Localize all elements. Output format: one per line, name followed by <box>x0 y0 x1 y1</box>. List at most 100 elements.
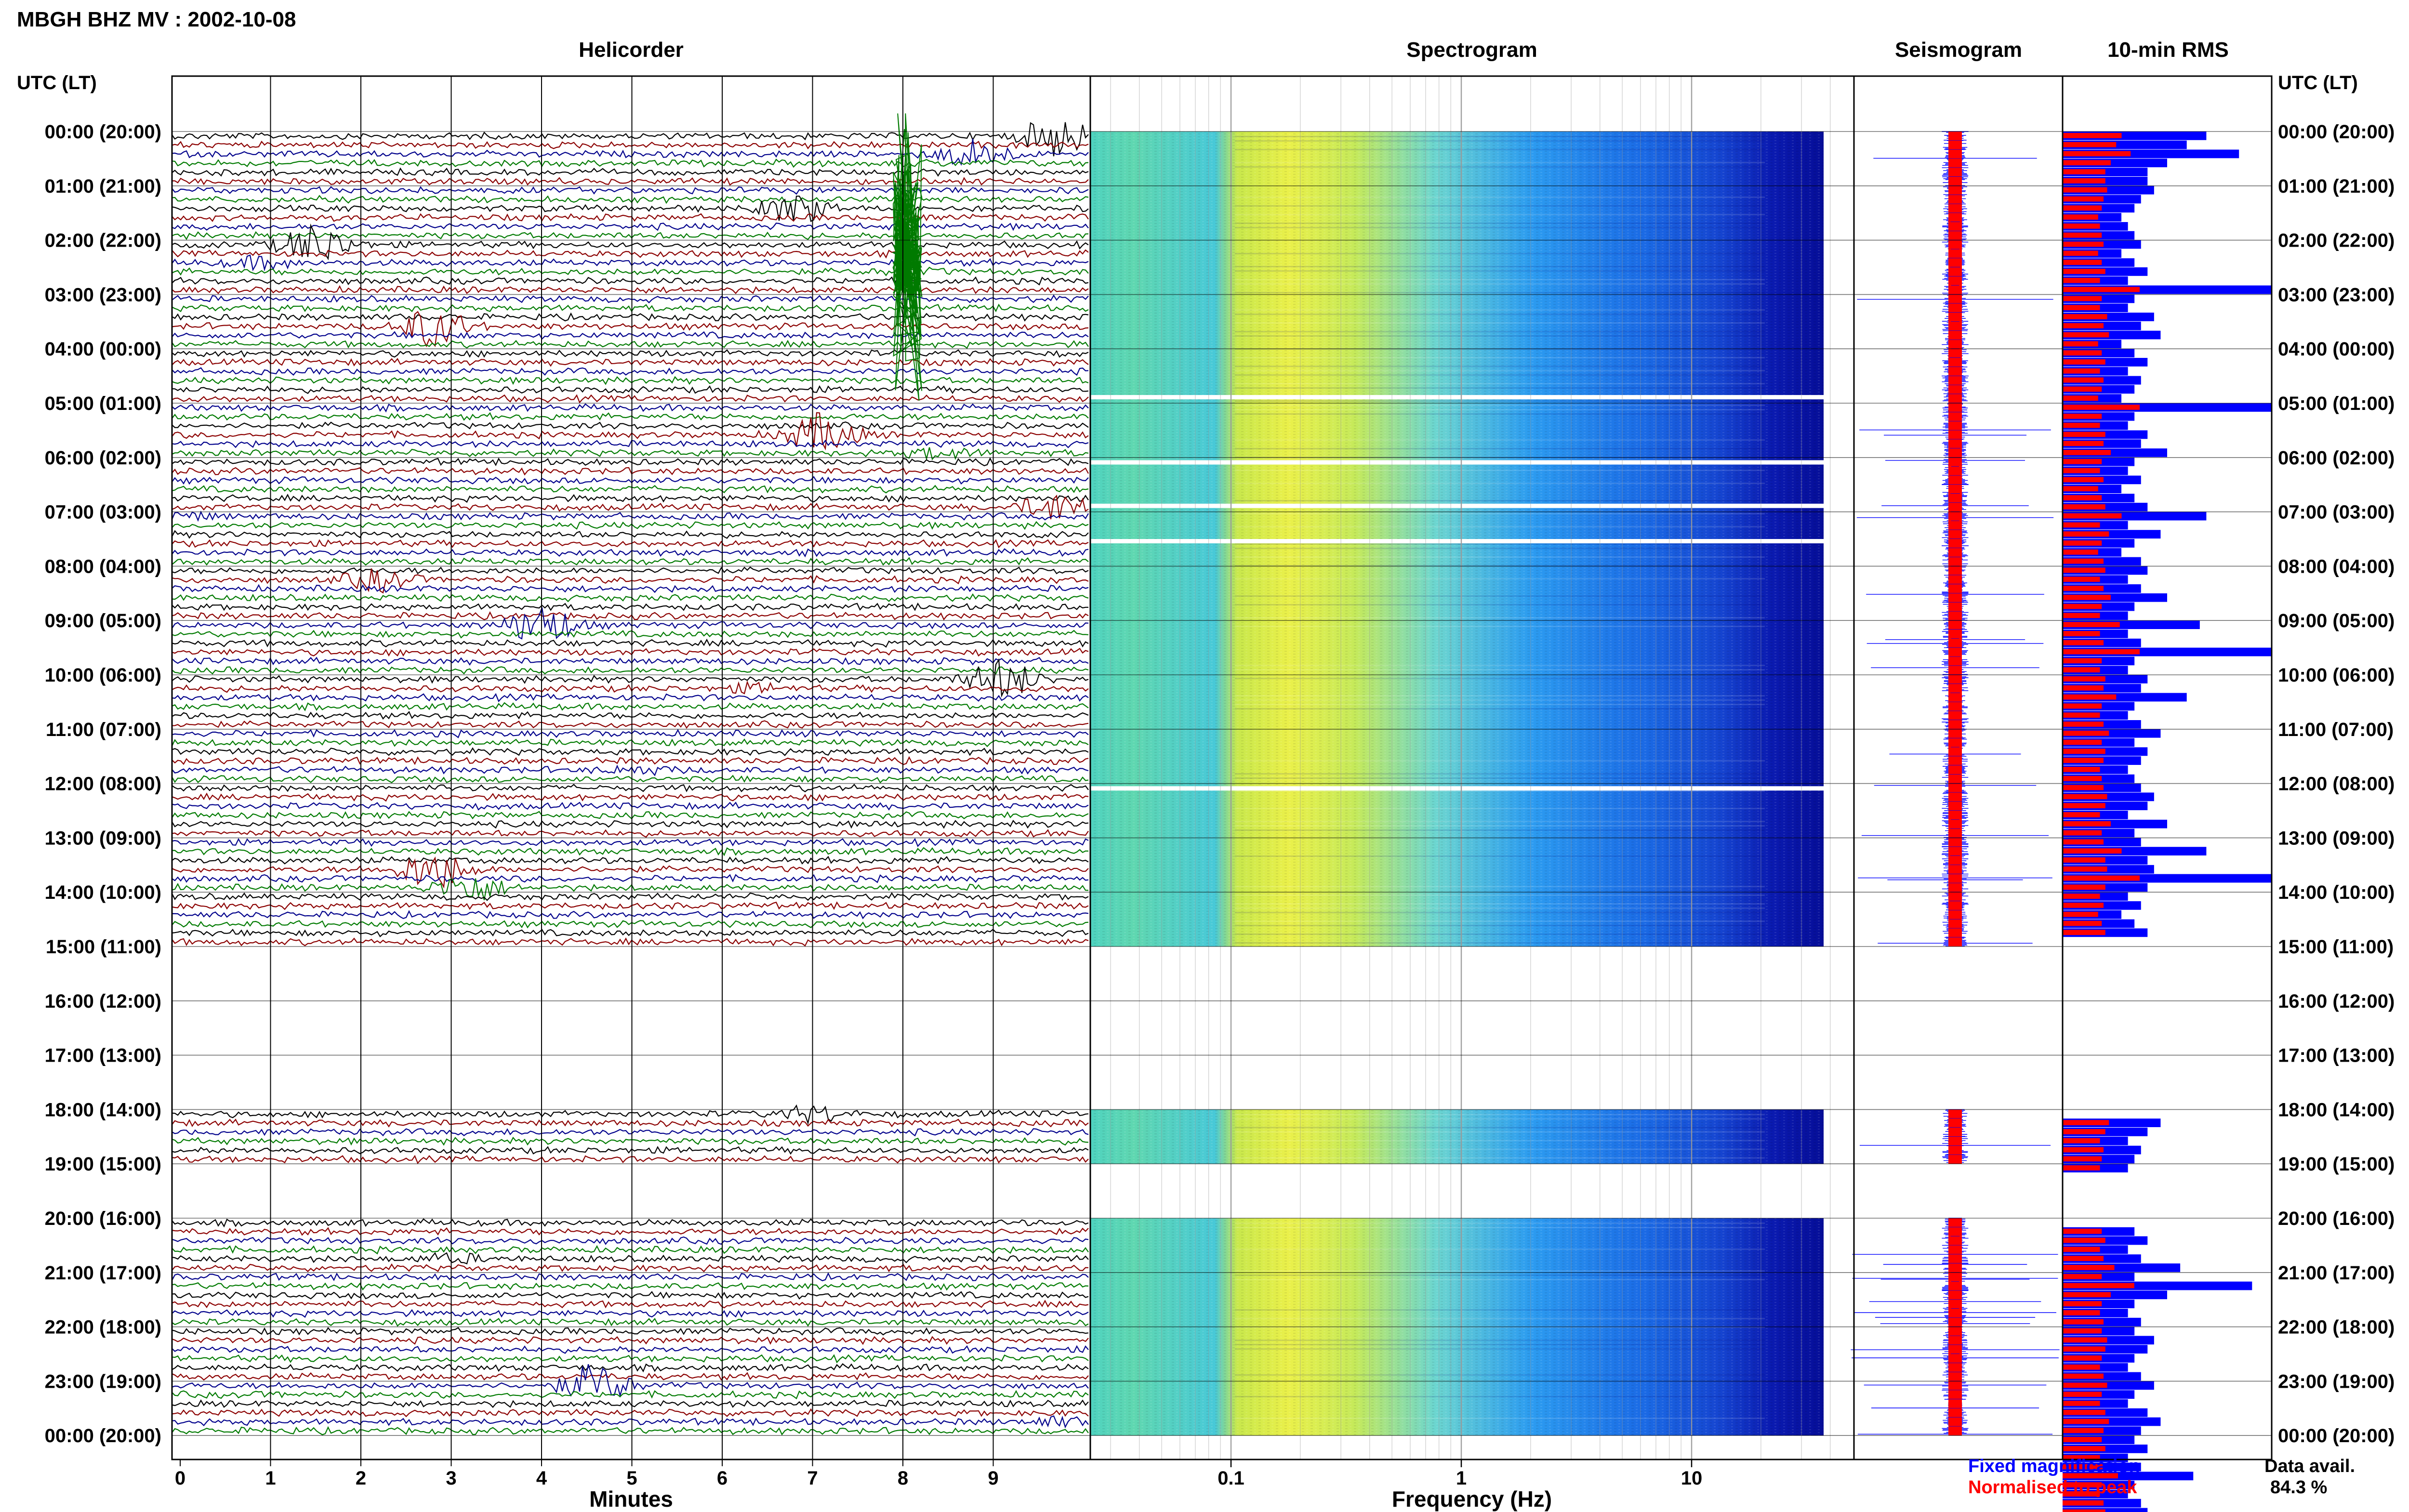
rms-bar-normalised <box>2063 187 2107 193</box>
helicorder-trace <box>171 122 1089 157</box>
spectrogram-gap <box>1090 786 1824 791</box>
spectrogram-streak <box>1235 1327 1765 1328</box>
seismogram-trace-normalised <box>1948 1128 1962 1137</box>
spectrogram-streak <box>1235 253 1765 254</box>
spectrogram-streak <box>1235 270 1765 272</box>
right-time-label: 02:00 (22:00) <box>2278 230 2395 251</box>
helicorder-trace <box>171 783 1089 792</box>
spectrogram-streak <box>1235 907 1765 909</box>
left-time-labels: 00:00 (20:00) 01:00 (21:00) 02:00 (22:00) 0… <box>45 121 161 1446</box>
rms-bar-normalised <box>2063 803 2105 808</box>
rms-bar-normalised <box>2063 332 2109 338</box>
spectrogram-gap <box>1090 395 1824 400</box>
rms-bar-normalised <box>2063 903 2104 908</box>
seismogram-trace-normalised <box>1948 865 1962 874</box>
seismogram-trace-normalised <box>1948 1227 1962 1236</box>
helicorder-trace <box>171 775 1089 784</box>
seismogram-trace-normalised <box>1948 1317 1962 1327</box>
spectrogram-streak <box>1235 548 1765 549</box>
spectrogram-streak <box>1235 409 1765 410</box>
spectrogram-streak <box>1235 556 1765 558</box>
seismogram-trace-normalised <box>1948 657 1962 666</box>
seismogram-title: Seismogram <box>1895 38 2022 62</box>
seismogram-trace-normalised <box>1948 303 1962 313</box>
rms-bar-normalised <box>2063 812 2100 817</box>
rms-bar-normalised <box>2063 232 2102 238</box>
spectrogram-streak <box>1235 214 1765 215</box>
helicorder-trace <box>171 231 1089 240</box>
rms-bar-normalised <box>2063 739 2102 745</box>
helicorder-tick-label: 3 <box>446 1468 456 1489</box>
helicorder-trace <box>171 1415 1089 1429</box>
seismogram-trace-normalised <box>1948 548 1962 557</box>
rms-bar-normalised <box>2063 1138 2100 1144</box>
helicorder-trace <box>171 630 1089 639</box>
seismogram-trace-normalised <box>1948 430 1962 440</box>
left-time-label: 09:00 (05:00) <box>45 610 161 631</box>
helicorder-trace <box>171 521 1089 530</box>
spectrogram-streak <box>1235 1127 1765 1129</box>
helicorder-trace <box>171 457 1089 467</box>
rms-bar-normalised <box>2063 1346 2105 1352</box>
right-time-label: 17:00 (13:00) <box>2278 1045 2395 1066</box>
spectrogram-streak <box>1235 1374 1765 1376</box>
seismogram-trace-normalised <box>1948 1109 1962 1119</box>
seismogram-trace-normalised <box>1948 158 1962 168</box>
seismogram-trace-normalised <box>1948 1336 1962 1345</box>
helicorder-trace <box>171 910 1089 920</box>
rms-bar-normalised <box>2063 377 2104 383</box>
helicorder-trace <box>171 1390 1089 1400</box>
seismogram-trace-normalised <box>1948 892 1962 901</box>
left-time-label: 05:00 (01:00) <box>45 393 161 414</box>
seismogram-trace-normalised <box>1948 403 1962 412</box>
seismogram-trace-normalised <box>1948 711 1962 720</box>
rms-bar-normalised <box>2063 250 2098 256</box>
rms-bar-normalised <box>2063 522 2100 528</box>
seismogram-trace-normalised <box>1948 1300 1962 1309</box>
rms-bar-normalised <box>2063 1401 2100 1406</box>
spectrogram-streak <box>1235 292 1765 293</box>
seismogram-trace-normalised <box>1948 666 1962 675</box>
rms-bar-normalised <box>2063 224 2100 229</box>
spectrogram-streak <box>1235 526 1765 527</box>
helicorder-trace <box>171 249 1089 259</box>
seismogram-trace-normalised <box>1948 321 1962 331</box>
helicorder-trace <box>171 539 1089 549</box>
seismogram-trace-normalised <box>1948 231 1962 240</box>
spectrogram-streak <box>1235 543 1765 545</box>
rms-bar-normalised <box>2063 703 2102 709</box>
legend-fixed-magnification: Fixed magnification <box>1968 1456 2140 1476</box>
rms-bar-normalised <box>2063 477 2104 483</box>
helicorder-trace <box>171 892 1089 901</box>
helicorder-trace <box>171 611 1089 621</box>
rms-bar-normalised <box>2063 1392 2102 1397</box>
helicorder-trace <box>171 1118 1089 1128</box>
spectrogram-streak <box>1235 314 1765 315</box>
seismogram-trace-normalised <box>1948 185 1962 195</box>
rms-bar-normalised <box>2063 314 2107 319</box>
seismogram-trace-normalised <box>1948 140 1962 150</box>
spectrogram-streak <box>1235 665 1765 666</box>
left-time-label: 17:00 (13:00) <box>45 1045 161 1066</box>
helicorder-trace <box>171 1155 1089 1164</box>
right-time-label: 06:00 (02:00) <box>2278 447 2395 469</box>
rms-bar-normalised <box>2063 894 2100 899</box>
rms-bar-normalised <box>2063 1382 2107 1388</box>
spectrogram-streak <box>1235 136 1765 137</box>
seismogram-trace-normalised <box>1948 267 1962 276</box>
rms-bar-normalised <box>2063 794 2107 800</box>
spectrogram-streak <box>1235 1270 1765 1272</box>
spectrogram-streak <box>1235 829 1765 831</box>
rms-bar-normalised <box>2063 241 2104 247</box>
helicorder-trace <box>171 593 1089 603</box>
rms-bar-normalised <box>2063 1482 2102 1487</box>
rms-bar-normalised <box>2063 1283 2134 1288</box>
seismogram-trace-normalised <box>1948 466 1962 476</box>
spectrogram-tick-label: 1 <box>1456 1468 1467 1489</box>
spectrogram-streak <box>1235 448 1765 449</box>
spectrogram-streak <box>1235 933 1765 935</box>
panel-frames <box>171 75 2273 1460</box>
rms-bar-normalised <box>2063 558 2104 564</box>
rms-bar-normalised <box>2063 730 2109 736</box>
helicorder-trace <box>171 1218 1089 1228</box>
